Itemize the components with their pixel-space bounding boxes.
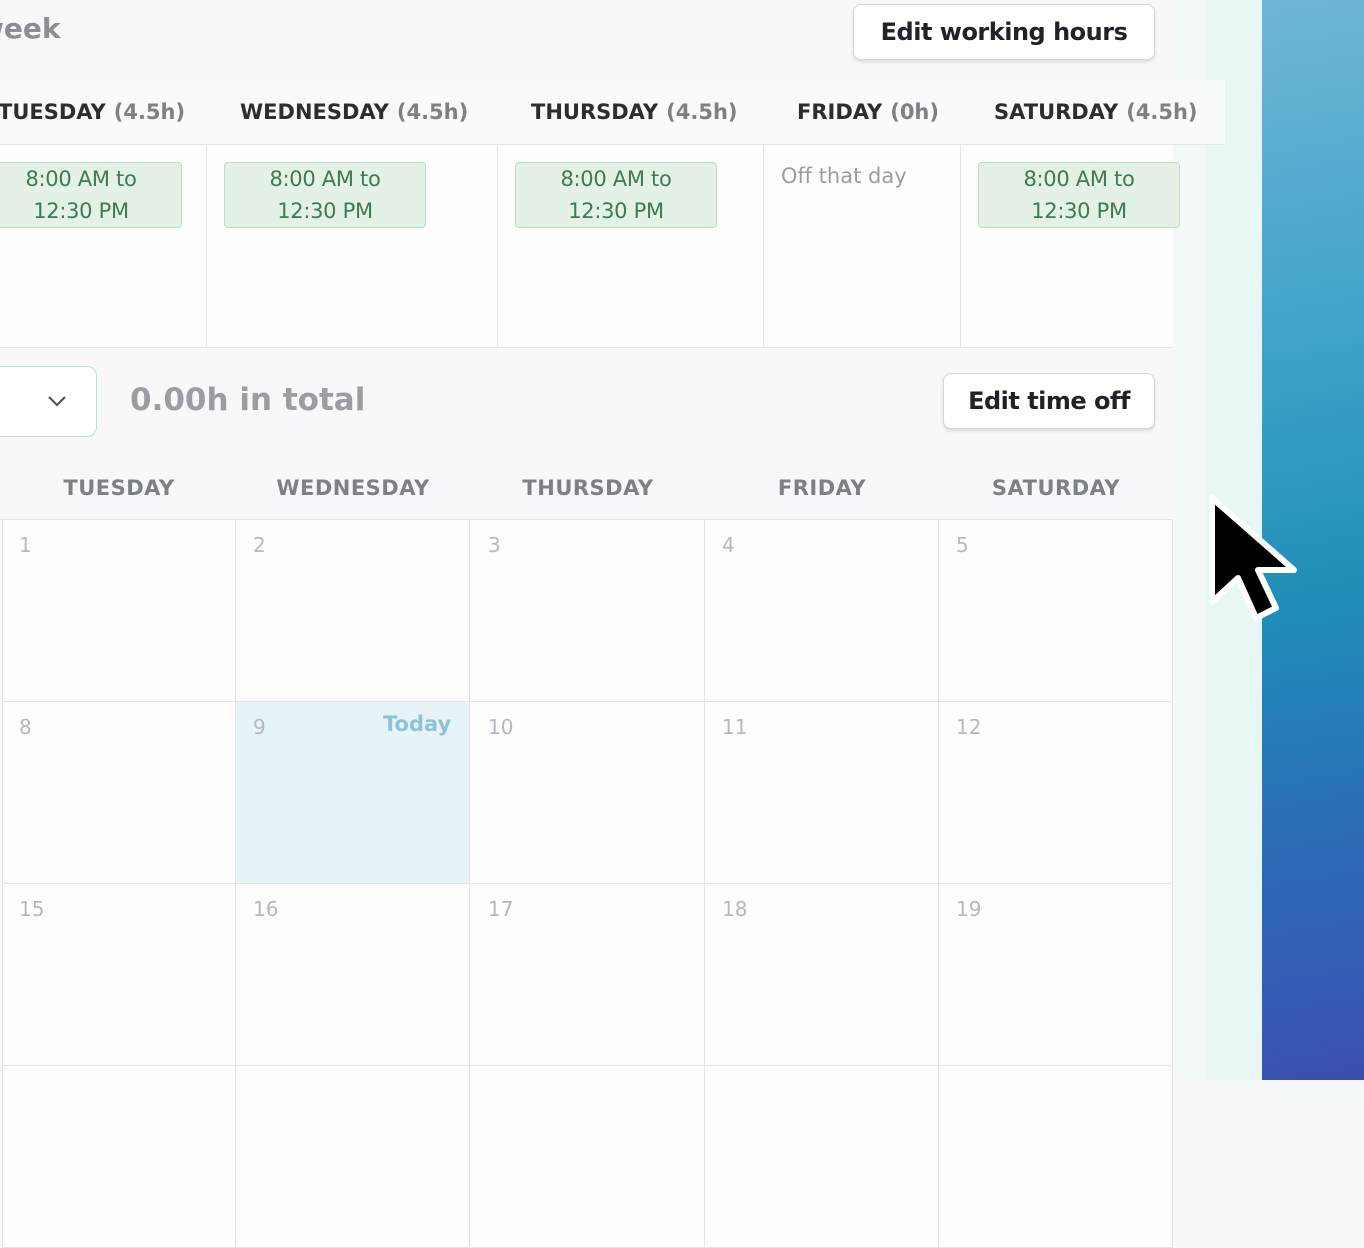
weekday-label: THURSDAY [522,476,654,500]
shift-time: 12:30 PM [33,199,129,223]
calendar-cell [236,1066,470,1248]
calendar-cell [2,702,236,884]
calendar-cell [2,520,236,702]
calendar-cell [939,884,1173,1066]
day-hours: (0h) [890,100,939,124]
date-number: 3 [488,533,501,557]
weekday-label: TUESDAY [63,476,175,500]
day-name: WEDNESDAY [240,100,389,124]
column-divider [206,145,207,348]
shift-block: 8:00 AM to 12:30 PM [0,162,182,228]
shift-time: 8:00 AM to [269,167,381,191]
shift-block: 8:00 AM to 12:30 PM [224,162,426,228]
date-number: 1 [19,533,32,557]
shift-time: 8:00 AM to [560,167,672,191]
shift-time: 8:00 AM to [25,167,137,191]
calendar-cell [705,702,939,884]
date-number: 18 [722,897,748,921]
shift-time: 12:30 PM [277,199,373,223]
shift-block: 8:00 AM to 12:30 PM [515,162,717,228]
edit-working-hours-button[interactable]: Edit working hours [853,4,1155,60]
weekday-label: FRIDAY [777,476,867,500]
mouse-cursor [1209,495,1297,621]
calendar-cell [939,702,1173,884]
day-header: SATURDAY (4.5h) [994,100,1198,124]
day-hours: (4.5h) [666,100,738,124]
calendar-cell [471,520,705,702]
desktop-wallpaper [1262,0,1364,1080]
calendar-cell [236,884,470,1066]
shift-time: 8:00 AM to [1023,167,1135,191]
date-number: 15 [19,897,45,921]
calendar-cell [2,884,236,1066]
date-number: 12 [956,715,982,739]
off-note: Off that day [781,164,907,188]
calendar-cell [705,884,939,1066]
dropdown[interactable] [0,366,97,437]
day-header-row [0,80,1225,145]
page-title: week [0,12,61,45]
date-number: 16 [253,897,279,921]
day-header: THURSDAY (4.5h) [531,100,738,124]
day-name: THURSDAY [531,100,659,124]
chevron-icon [48,396,66,407]
shift-time: 12:30 PM [568,199,664,223]
column-divider [960,145,961,348]
day-header: WEDNESDAY (4.5h) [240,100,468,124]
shift-time: 12:30 PM [1031,199,1127,223]
date-number: 4 [722,533,735,557]
calendar-cell [471,702,705,884]
date-number: 19 [956,897,982,921]
edit-time-off-button[interactable]: Edit time off [943,373,1155,429]
day-name: SATURDAY [994,100,1119,124]
column-divider [497,145,498,348]
calendar-cell [471,884,705,1066]
calendar-header [0,455,1173,520]
total-hours: 0.00h in total [130,382,366,418]
calendar-cell [939,520,1173,702]
weekday-label: WEDNESDAY [276,476,430,500]
calendar-cell [939,1066,1173,1248]
date-number: 5 [956,533,969,557]
day-name: TUESDAY [0,100,106,124]
calendar-cell [2,1066,236,1248]
date-number: 2 [253,533,266,557]
day-hours: (4.5h) [1126,100,1198,124]
date-number: 11 [722,715,748,739]
day-name: FRIDAY [797,100,883,124]
date-number: 9 [253,715,266,739]
weekday-label: SATURDAY [991,476,1121,500]
date-number: 17 [488,897,514,921]
day-hours: (4.5h) [113,100,186,124]
calendar-cell [236,520,470,702]
calendar-cell [236,702,470,884]
column-divider [763,145,764,348]
day-header: TUESDAY (4.5h) [0,100,185,124]
calendar-cell [705,1066,939,1248]
date-number: 10 [488,715,514,739]
shift-block: 8:00 AM to 12:30 PM [978,162,1180,228]
today-label: Today [383,712,452,736]
day-hours: (4.5h) [396,100,469,124]
date-number: 8 [19,715,32,739]
calendar-cell [705,520,939,702]
day-header: FRIDAY (0h) [797,100,939,124]
calendar-cell [471,1066,705,1248]
